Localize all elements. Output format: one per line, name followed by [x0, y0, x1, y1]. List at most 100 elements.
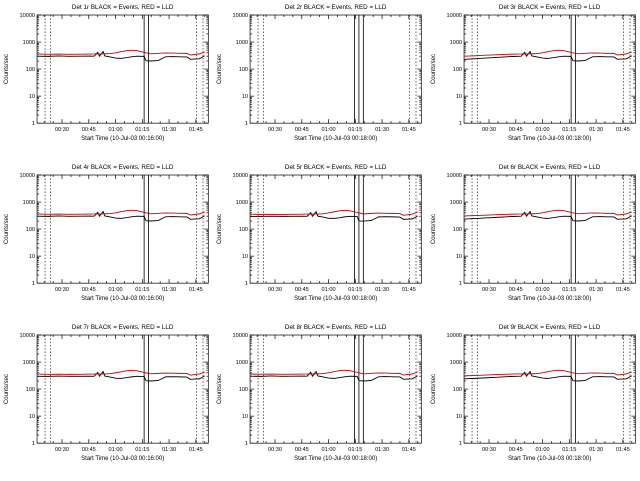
svg-text:01:15: 01:15	[135, 448, 149, 454]
svg-text:Start Time (10-Jul-03 00:18:00: Start Time (10-Jul-03 00:18:00)	[508, 296, 591, 302]
svg-text:01:45: 01:45	[402, 287, 416, 293]
svg-text:01:45: 01:45	[402, 448, 416, 454]
svg-text:01:15: 01:15	[562, 127, 576, 133]
svg-text:Det 1r BLACK = Events, RED = L: Det 1r BLACK = Events, RED = LLD	[72, 4, 174, 11]
svg-text:100: 100	[452, 388, 461, 394]
svg-text:01:00: 01:00	[535, 448, 549, 454]
svg-text:00:30: 00:30	[268, 448, 282, 454]
svg-text:1: 1	[32, 442, 35, 448]
svg-text:00:30: 00:30	[268, 287, 282, 293]
detector-plot-7-canvas: 1 10 100 1000 10000 00:30 00:45 01:00 01:15 01:30…	[4, 324, 209, 463]
svg-text:00:30: 00:30	[268, 127, 282, 133]
svg-text:10: 10	[29, 415, 35, 421]
svg-text:Counts/sec: Counts/sec	[217, 54, 223, 84]
svg-text:01:30: 01:30	[162, 448, 176, 454]
svg-text:00:45: 00:45	[82, 127, 96, 133]
svg-text:100: 100	[239, 227, 248, 233]
svg-text:100: 100	[239, 388, 248, 394]
svg-text:00:30: 00:30	[55, 127, 69, 133]
svg-text:10000: 10000	[19, 173, 35, 179]
detector-plot-2-canvas: 1 10 100 1000 10000 00:30 00:45 01:00 01:15 01:30…	[217, 4, 422, 142]
detector-plot-3: 1 10 100 1000 10000 00:30 00:45 01:00 01:15 01:30…	[427, 0, 640, 160]
svg-text:01:30: 01:30	[375, 127, 389, 133]
svg-text:10: 10	[242, 254, 248, 260]
svg-text:01:45: 01:45	[189, 448, 203, 454]
svg-text:1: 1	[459, 442, 462, 448]
detector-plot-4-canvas: 1 10 100 1000 10000 00:30 00:45 01:00 01:15 01:30…	[4, 164, 209, 302]
svg-text:01:45: 01:45	[615, 127, 629, 133]
svg-text:01:00: 01:00	[535, 287, 549, 293]
detector-plot-1-canvas: 1 10 100 1000 10000 00:30 00:45 01:00 01:15 01:30…	[4, 4, 209, 142]
svg-text:100: 100	[26, 67, 35, 73]
svg-text:1: 1	[459, 281, 462, 287]
svg-text:10000: 10000	[233, 13, 249, 19]
svg-text:00:30: 00:30	[55, 448, 69, 454]
detector-plot-5: 1 10 100 1000 10000 00:30 00:45 01:00 01:15 01:30…	[213, 160, 426, 320]
svg-text:01:00: 01:00	[109, 287, 123, 293]
svg-text:Det 4r BLACK = Events, RED = L: Det 4r BLACK = Events, RED = LLD	[72, 164, 174, 171]
svg-text:Det 7r BLACK = Events, RED = L: Det 7r BLACK = Events, RED = LLD	[72, 324, 174, 331]
svg-text:10: 10	[455, 254, 461, 260]
svg-text:01:30: 01:30	[375, 448, 389, 454]
svg-text:01:00: 01:00	[109, 448, 123, 454]
svg-text:01:45: 01:45	[615, 287, 629, 293]
svg-text:1000: 1000	[449, 361, 461, 367]
svg-text:Start Time (10-Jul-03 00:18:00: Start Time (10-Jul-03 00:18:00)	[508, 457, 591, 463]
svg-text:Counts/sec: Counts/sec	[431, 375, 437, 405]
svg-text:Counts/sec: Counts/sec	[217, 375, 223, 405]
svg-text:10: 10	[455, 415, 461, 421]
svg-text:00:45: 00:45	[508, 287, 522, 293]
svg-text:10: 10	[29, 94, 35, 100]
svg-text:10: 10	[29, 254, 35, 260]
svg-text:100: 100	[26, 388, 35, 394]
svg-text:10: 10	[242, 415, 248, 421]
svg-text:100: 100	[26, 227, 35, 233]
svg-text:01:15: 01:15	[349, 287, 363, 293]
svg-text:Start Time (10-Jul-03 00:18:00: Start Time (10-Jul-03 00:18:00)	[508, 136, 591, 142]
svg-text:00:45: 00:45	[295, 448, 309, 454]
svg-text:01:15: 01:15	[562, 287, 576, 293]
svg-text:10000: 10000	[233, 173, 249, 179]
svg-text:00:45: 00:45	[508, 448, 522, 454]
svg-text:01:30: 01:30	[375, 287, 389, 293]
svg-text:01:45: 01:45	[402, 127, 416, 133]
svg-text:01:30: 01:30	[589, 287, 603, 293]
svg-text:10000: 10000	[19, 13, 35, 19]
svg-text:00:30: 00:30	[482, 127, 496, 133]
svg-text:100: 100	[239, 67, 248, 73]
svg-text:01:45: 01:45	[615, 448, 629, 454]
svg-text:Counts/sec: Counts/sec	[4, 375, 10, 405]
svg-text:Start Time (10-Jul-03 00:18:00: Start Time (10-Jul-03 00:18:00)	[294, 136, 377, 142]
svg-text:Start Time (10-Jul-03 00:18:00: Start Time (10-Jul-03 00:18:00)	[294, 296, 377, 302]
svg-text:01:15: 01:15	[349, 448, 363, 454]
svg-text:01:30: 01:30	[162, 127, 176, 133]
svg-text:1000: 1000	[23, 200, 35, 206]
svg-text:1: 1	[32, 281, 35, 287]
svg-text:01:15: 01:15	[135, 287, 149, 293]
svg-text:00:45: 00:45	[295, 287, 309, 293]
svg-text:10000: 10000	[446, 13, 462, 19]
svg-text:00:30: 00:30	[482, 448, 496, 454]
svg-text:1: 1	[245, 121, 248, 127]
svg-text:10000: 10000	[446, 173, 462, 179]
detector-plot-7: 1 10 100 1000 10000 00:30 00:45 01:00 01:15 01:30…	[0, 320, 213, 480]
svg-text:01:00: 01:00	[322, 448, 336, 454]
svg-text:01:45: 01:45	[189, 287, 203, 293]
svg-text:Det 5r BLACK = Events, RED = L: Det 5r BLACK = Events, RED = LLD	[285, 164, 387, 171]
svg-text:1000: 1000	[23, 361, 35, 367]
detector-plot-8: 1 10 100 1000 10000 00:30 00:45 01:00 01:15 01:30…	[213, 320, 426, 480]
svg-text:1000: 1000	[449, 40, 461, 46]
svg-text:01:45: 01:45	[189, 127, 203, 133]
svg-text:1000: 1000	[449, 200, 461, 206]
svg-text:Det 6r BLACK = Events, RED = L: Det 6r BLACK = Events, RED = LLD	[499, 164, 601, 171]
svg-text:1000: 1000	[236, 40, 248, 46]
detector-plot-9: 1 10 100 1000 10000 00:30 00:45 01:00 01:15 01:30…	[427, 320, 640, 480]
svg-text:00:45: 00:45	[82, 287, 96, 293]
svg-text:01:00: 01:00	[322, 127, 336, 133]
svg-text:01:15: 01:15	[562, 448, 576, 454]
detector-plot-4: 1 10 100 1000 10000 00:30 00:45 01:00 01:15 01:30…	[0, 160, 213, 320]
detector-plot-9-canvas: 1 10 100 1000 10000 00:30 00:45 01:00 01:15 01:30…	[431, 324, 636, 463]
svg-text:00:45: 00:45	[508, 127, 522, 133]
svg-text:00:45: 00:45	[295, 127, 309, 133]
